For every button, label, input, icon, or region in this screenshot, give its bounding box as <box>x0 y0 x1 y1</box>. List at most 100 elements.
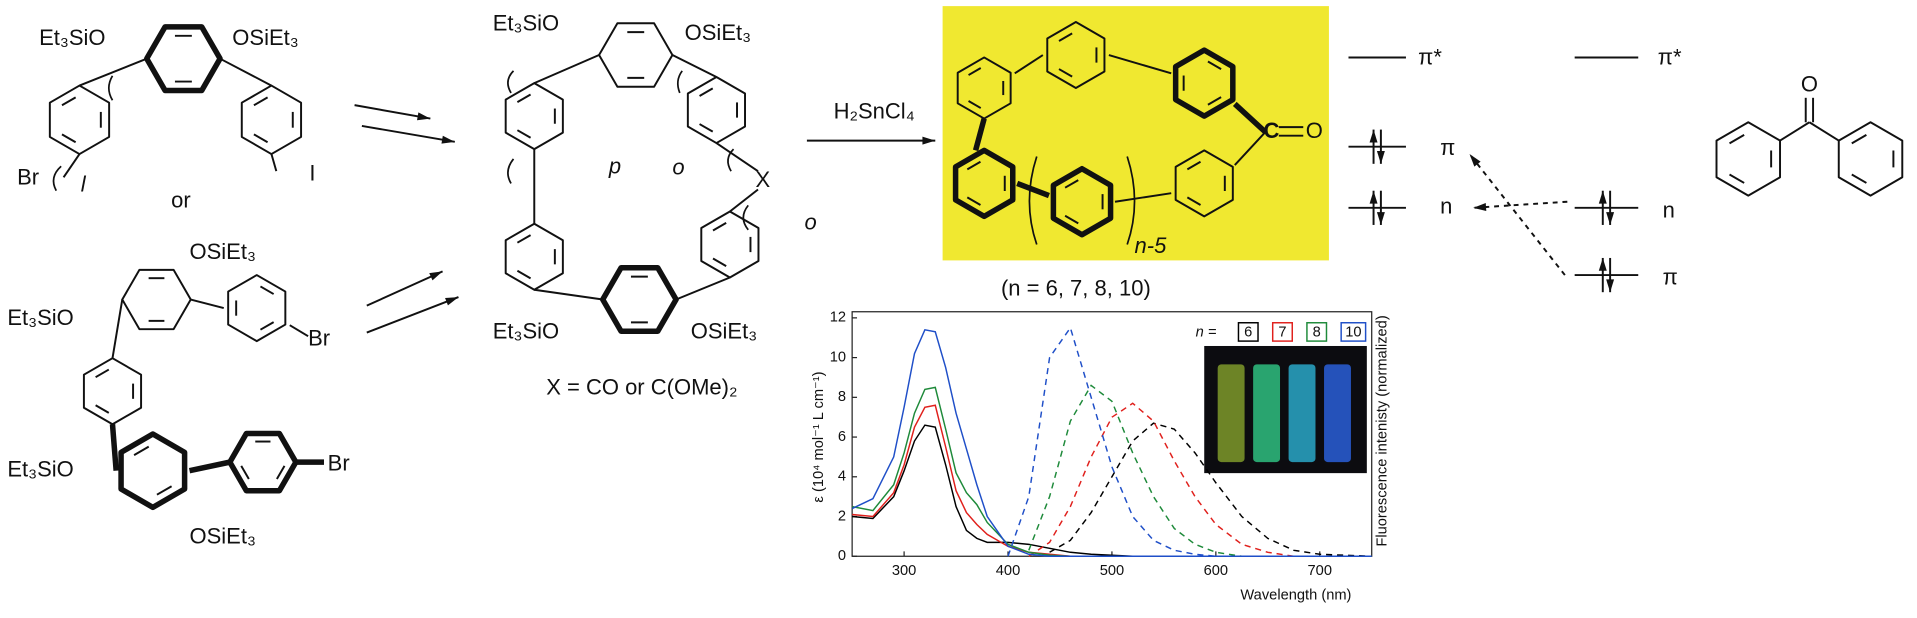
label: X <box>756 167 771 192</box>
ring <box>956 56 1012 120</box>
y-tick-label: 12 <box>830 310 846 326</box>
label: OSiEt₃ <box>190 524 256 549</box>
x-tick-label: 700 <box>1308 563 1332 579</box>
label: o <box>672 155 684 180</box>
label: OSiEt₃ <box>232 25 298 50</box>
x-axis-title: Wavelength (nm) <box>1240 587 1351 603</box>
double-bond <box>1207 96 1222 106</box>
label: OSiEt₃ <box>190 239 256 264</box>
bond <box>1108 54 1172 75</box>
bond <box>190 298 224 310</box>
bond <box>62 153 81 178</box>
ring <box>143 24 223 94</box>
arrow-head <box>1473 203 1487 211</box>
double-bond <box>966 160 981 171</box>
ring <box>1174 149 1234 218</box>
label: or <box>171 188 191 213</box>
bond <box>111 299 124 359</box>
double-bond <box>1064 214 1079 225</box>
double-bond <box>516 129 532 139</box>
label: π* <box>1418 44 1442 69</box>
bond <box>715 142 759 172</box>
label: O <box>1306 118 1323 143</box>
vial <box>1324 364 1351 463</box>
double-bond <box>712 222 727 232</box>
repeat-bracket <box>507 70 515 94</box>
label: Br <box>328 450 350 475</box>
double-bond <box>1729 173 1745 184</box>
ring <box>1046 21 1106 90</box>
bond <box>1808 121 1840 142</box>
y-tick-label: 2 <box>838 508 846 524</box>
bond <box>1232 101 1268 135</box>
legend-box <box>1306 322 1328 342</box>
ring <box>118 431 188 511</box>
repeat-bracket <box>1126 156 1136 245</box>
label: π <box>1440 135 1455 160</box>
arrow <box>366 270 443 307</box>
double-bond <box>156 485 173 496</box>
label: OSiEt₃ <box>685 20 751 45</box>
double-bond <box>1851 134 1867 145</box>
arrow-head <box>922 136 936 145</box>
bond <box>533 54 600 85</box>
double-bond <box>1729 134 1745 145</box>
repeat-bracket <box>742 204 749 231</box>
repeat-bracket <box>1028 156 1038 245</box>
ring <box>1172 47 1236 119</box>
arrow <box>366 296 459 334</box>
emission-line <box>1007 326 1372 557</box>
repeat-bracket <box>52 165 62 192</box>
x-tick-label: 600 <box>1204 563 1228 579</box>
bond <box>270 153 278 172</box>
double-bond <box>61 133 77 144</box>
ring <box>1050 165 1114 238</box>
bond <box>1114 192 1172 203</box>
double-bond <box>1186 160 1202 171</box>
arrow-head <box>1598 190 1607 204</box>
legend-label: 6 <box>1244 324 1252 340</box>
label: Br <box>17 164 39 189</box>
legend-label: 8 <box>1313 324 1321 340</box>
x-tick-label: 400 <box>996 563 1020 579</box>
vial <box>1217 364 1245 463</box>
label: π <box>1663 265 1678 290</box>
x-tick-label: 300 <box>892 563 916 579</box>
label: H₂SnCl₄ <box>834 98 915 123</box>
ring <box>686 76 746 145</box>
legend-label: 7 <box>1278 324 1286 340</box>
double-bond <box>966 196 981 206</box>
ring <box>952 147 1016 220</box>
arrow-head <box>1606 212 1615 225</box>
label: p <box>608 153 621 178</box>
double-bond <box>699 123 714 133</box>
arrow-head <box>445 297 459 306</box>
ring <box>1715 121 1782 197</box>
bond <box>219 57 272 87</box>
label: Et₃SiO <box>493 318 559 343</box>
double-bond <box>516 269 532 280</box>
label: O <box>1801 71 1818 96</box>
double-bond <box>712 257 727 267</box>
ring <box>121 268 192 331</box>
label: o <box>804 210 816 235</box>
y2-axis-title: Fluorescence intenisty (normalized) <box>1375 315 1391 546</box>
absorption-line <box>851 328 1372 557</box>
label: n-5 <box>1135 233 1168 258</box>
ring <box>227 274 287 343</box>
double-bond <box>133 445 150 456</box>
bond <box>675 276 731 301</box>
label: n <box>1440 194 1452 219</box>
bond <box>1779 121 1810 142</box>
arrow-head <box>429 271 443 281</box>
legend-title: n = <box>1196 324 1217 340</box>
legend-box <box>1237 322 1259 342</box>
double-bond <box>968 67 982 76</box>
bond <box>729 188 759 213</box>
bond <box>188 459 231 474</box>
double-bond <box>61 96 77 107</box>
bond <box>671 54 717 78</box>
label: Et₃SiO <box>493 10 559 35</box>
